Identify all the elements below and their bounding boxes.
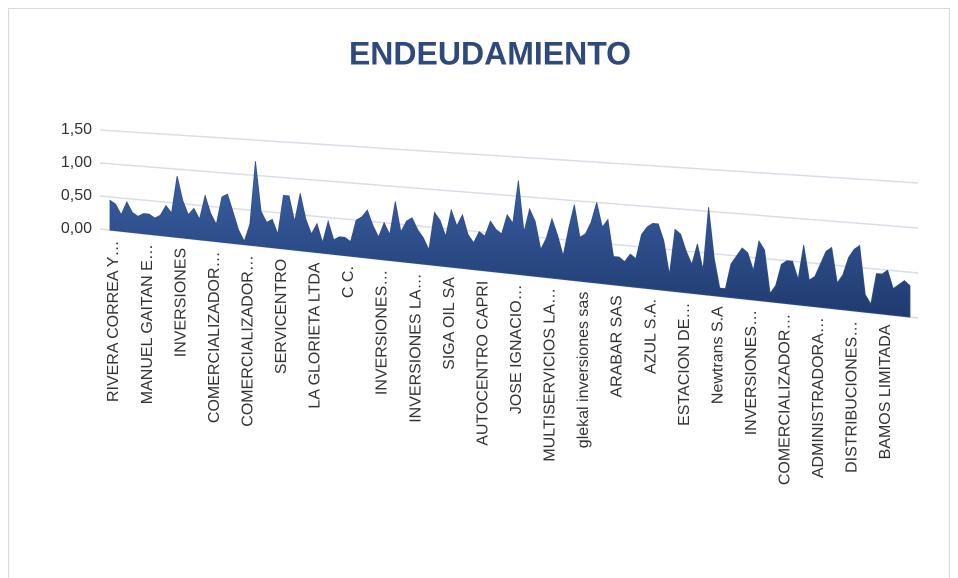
x-tick-label: MULTISERVICIOS LA… [542, 288, 559, 462]
x-tick-label: SIGA OIL SA [441, 277, 458, 370]
x-tick-label: BAMOS LIMITADA [877, 324, 894, 459]
x-tick-label: ESTACION DE… [676, 303, 693, 426]
y-tick-label: 1,00 [61, 154, 92, 171]
grid-line [99, 162, 919, 229]
x-tick-label: COMERCIALIZADOR… [239, 255, 256, 427]
x-tick-label: INVERSIONES [172, 248, 189, 357]
x-tick-label: INVERSIONES… [374, 270, 391, 395]
x-tick-label: ARABAR SAS [609, 295, 626, 397]
x-tick-label: MANUEL GAITAN E… [139, 244, 156, 404]
x-tick-label: DISTRIBUCIONES… [844, 321, 861, 473]
area [109, 161, 911, 318]
x-tick-label: Newtrans S.A [709, 306, 726, 404]
x-tick-label: JOSE IGNACIO… [508, 284, 525, 414]
y-tick-label: 0,50 [61, 187, 92, 204]
x-tick-label: COMERCIALIZADOR… [206, 251, 223, 423]
x-tick-label: COMERCIALIZADOR… [777, 314, 794, 486]
x-tick-label: C C. [340, 266, 357, 298]
x-tick-label: INVERSIONES LA… [407, 273, 424, 422]
x-tick-label: SERVICENTRO [273, 259, 290, 374]
x-tick-label: ADMINISTRADORA… [810, 317, 827, 478]
grid-line [99, 129, 919, 184]
x-tick-label: INVERSIONES… [743, 310, 760, 435]
y-tick-label: 0,00 [61, 220, 92, 237]
x-tick-label: glekal inversiones sas [575, 292, 592, 449]
chart-title: ENDEUDAMIENTO [349, 35, 631, 71]
x-tick-label: RIVERA CORREA Y… [105, 241, 122, 403]
x-tick-label: AZUL S.A. [642, 299, 659, 374]
x-tick-label: LA GLORIETA LTDA [307, 262, 324, 408]
y-tick-label: 1,50 [61, 121, 92, 138]
x-tick-label: AUTOCENTRO CAPRI [474, 281, 491, 446]
